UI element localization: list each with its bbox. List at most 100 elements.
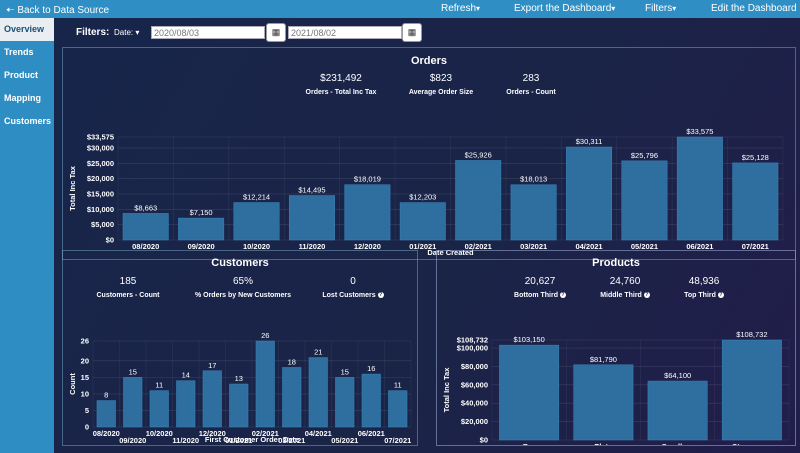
question-icon[interactable]: ? [717,292,724,298]
data-label: 15 [129,367,137,376]
bar[interactable] [732,162,779,241]
sidebar-item-trends[interactable]: Trends [4,47,34,57]
data-label: 17 [208,361,216,370]
end-calendar-icon[interactable]: ▦ [402,23,422,42]
x-tick-label: Sandbag [662,442,694,445]
x-tick-label: 06/2021 [686,242,713,251]
data-label: $25,926 [465,150,492,159]
bar[interactable] [399,202,446,241]
y-tick-label: $15,000 [87,189,114,198]
question-icon[interactable]: ? [377,292,384,298]
data-label: $30,311 [576,137,603,146]
start-calendar-icon[interactable]: ▦ [266,23,286,42]
x-tick-label: 01/2021 [409,242,436,251]
bar[interactable] [308,357,328,428]
bar[interactable] [566,146,613,241]
bar[interactable] [96,400,116,428]
top-bar: 🠠 Back to Data Source Refresh▾ Export th… [0,0,800,18]
bar[interactable] [344,184,391,241]
kpi-lost-customers: 0 Lost Customers ? [322,276,384,299]
x-tick-label: 11/2020 [172,436,199,445]
data-label: 11 [394,381,402,390]
products-title: Products [592,257,640,269]
kpi-orders-count: 283 Orders - Count [506,73,556,96]
x-tick-label: 08/2020 [93,429,120,438]
bar[interactable] [388,390,408,428]
data-label: $25,128 [742,153,769,162]
x-tick-label: Strongman [732,442,772,445]
y-tick-label: $20,000 [87,174,114,183]
sidebar-item-customers[interactable]: Customers [4,116,52,126]
bar[interactable] [455,160,502,241]
bar[interactable] [229,383,249,428]
export-dashboard-menu[interactable]: Export the Dashboard▾ [514,3,616,14]
bar[interactable] [176,380,196,428]
bar[interactable] [335,377,355,428]
date-filter-dropdown[interactable]: Date: ▾ [114,28,140,37]
data-label: $18,019 [354,175,381,184]
y-tick-label: $80,000 [461,362,488,371]
y-tick-label: $20,000 [461,417,488,426]
data-label: 16 [367,364,375,373]
caret-down-icon: ▾ [476,4,481,13]
sidebar-item-product[interactable]: Product [4,70,39,80]
bar[interactable] [647,380,708,441]
bar[interactable] [122,213,169,241]
back-to-data-source-link[interactable]: 🠠 Back to Data Source [6,5,110,16]
end-date-input[interactable] [288,26,402,39]
question-icon[interactable]: ? [643,292,650,298]
bar[interactable] [510,184,557,241]
kpi-bottom-third: 20,627 Bottom Third ? [514,276,566,299]
data-label: 15 [341,367,349,376]
data-label: 11 [155,381,163,390]
x-tick-label: 09/2020 [188,242,215,251]
bar[interactable] [361,373,381,428]
bar[interactable] [255,340,275,428]
y-tick-label: 0 [85,423,89,432]
x-tick-label: 02/2021 [252,429,279,438]
y-tick-label: $40,000 [461,399,488,408]
start-date-input[interactable] [151,26,265,39]
question-icon[interactable]: ? [559,292,566,298]
x-tick-label: 12/2020 [199,429,226,438]
bar[interactable] [288,195,335,241]
bar[interactable] [233,202,280,241]
sidebar-item-mapping[interactable]: Mapping [4,93,41,103]
filters-menu[interactable]: Filters▾ [645,3,677,14]
kpi-middle-third: 24,760 Middle Third ? [600,276,650,299]
y-tick-label: 26 [81,337,89,346]
bar[interactable] [676,136,723,241]
products-chart: $0$20,000$40,000$60,000$80,000$100,000$1… [442,330,790,445]
data-label: $25,796 [631,151,658,160]
data-label: 14 [182,371,190,380]
bar[interactable] [178,217,225,241]
bar[interactable] [721,339,782,441]
y-tick-label: $10,000 [87,205,114,214]
y-axis-title: Total Inc Tax [68,165,77,211]
bar[interactable] [621,160,668,241]
bar[interactable] [149,390,169,428]
data-label: 26 [261,331,269,340]
data-label: $33,575 [686,127,713,136]
y-tick-label: 5 [85,406,89,415]
filter-bar: Filters: Date: ▾ ▦ ▦ [54,18,800,46]
bar[interactable] [499,344,560,441]
sidebar-item-overview[interactable]: Overview [0,18,54,41]
refresh-menu[interactable]: Refresh▾ [441,3,481,14]
bar[interactable] [282,367,302,428]
x-tick-label: 06/2021 [358,429,385,438]
x-axis-title: Date Created [427,248,474,257]
x-tick-label: 05/2021 [331,436,358,445]
caret-down-icon: ▾ [672,4,677,13]
kpi-orders-by-new-customers: 65% % Orders by New Customers [194,276,292,299]
edit-dashboard-link[interactable]: Edit the Dashboard [711,3,797,14]
data-label: 13 [235,374,243,383]
bar[interactable] [202,370,222,428]
x-tick-label: 03/2021 [278,436,305,445]
data-label: $14,495 [298,186,325,195]
x-tick-label: 08/2020 [132,242,159,251]
bar[interactable] [573,364,634,441]
y-tick-label: $25,000 [87,159,114,168]
bar[interactable] [123,377,143,428]
products-panel: Products 20,627 Bottom Third ? 24,760 Mi… [436,250,796,446]
